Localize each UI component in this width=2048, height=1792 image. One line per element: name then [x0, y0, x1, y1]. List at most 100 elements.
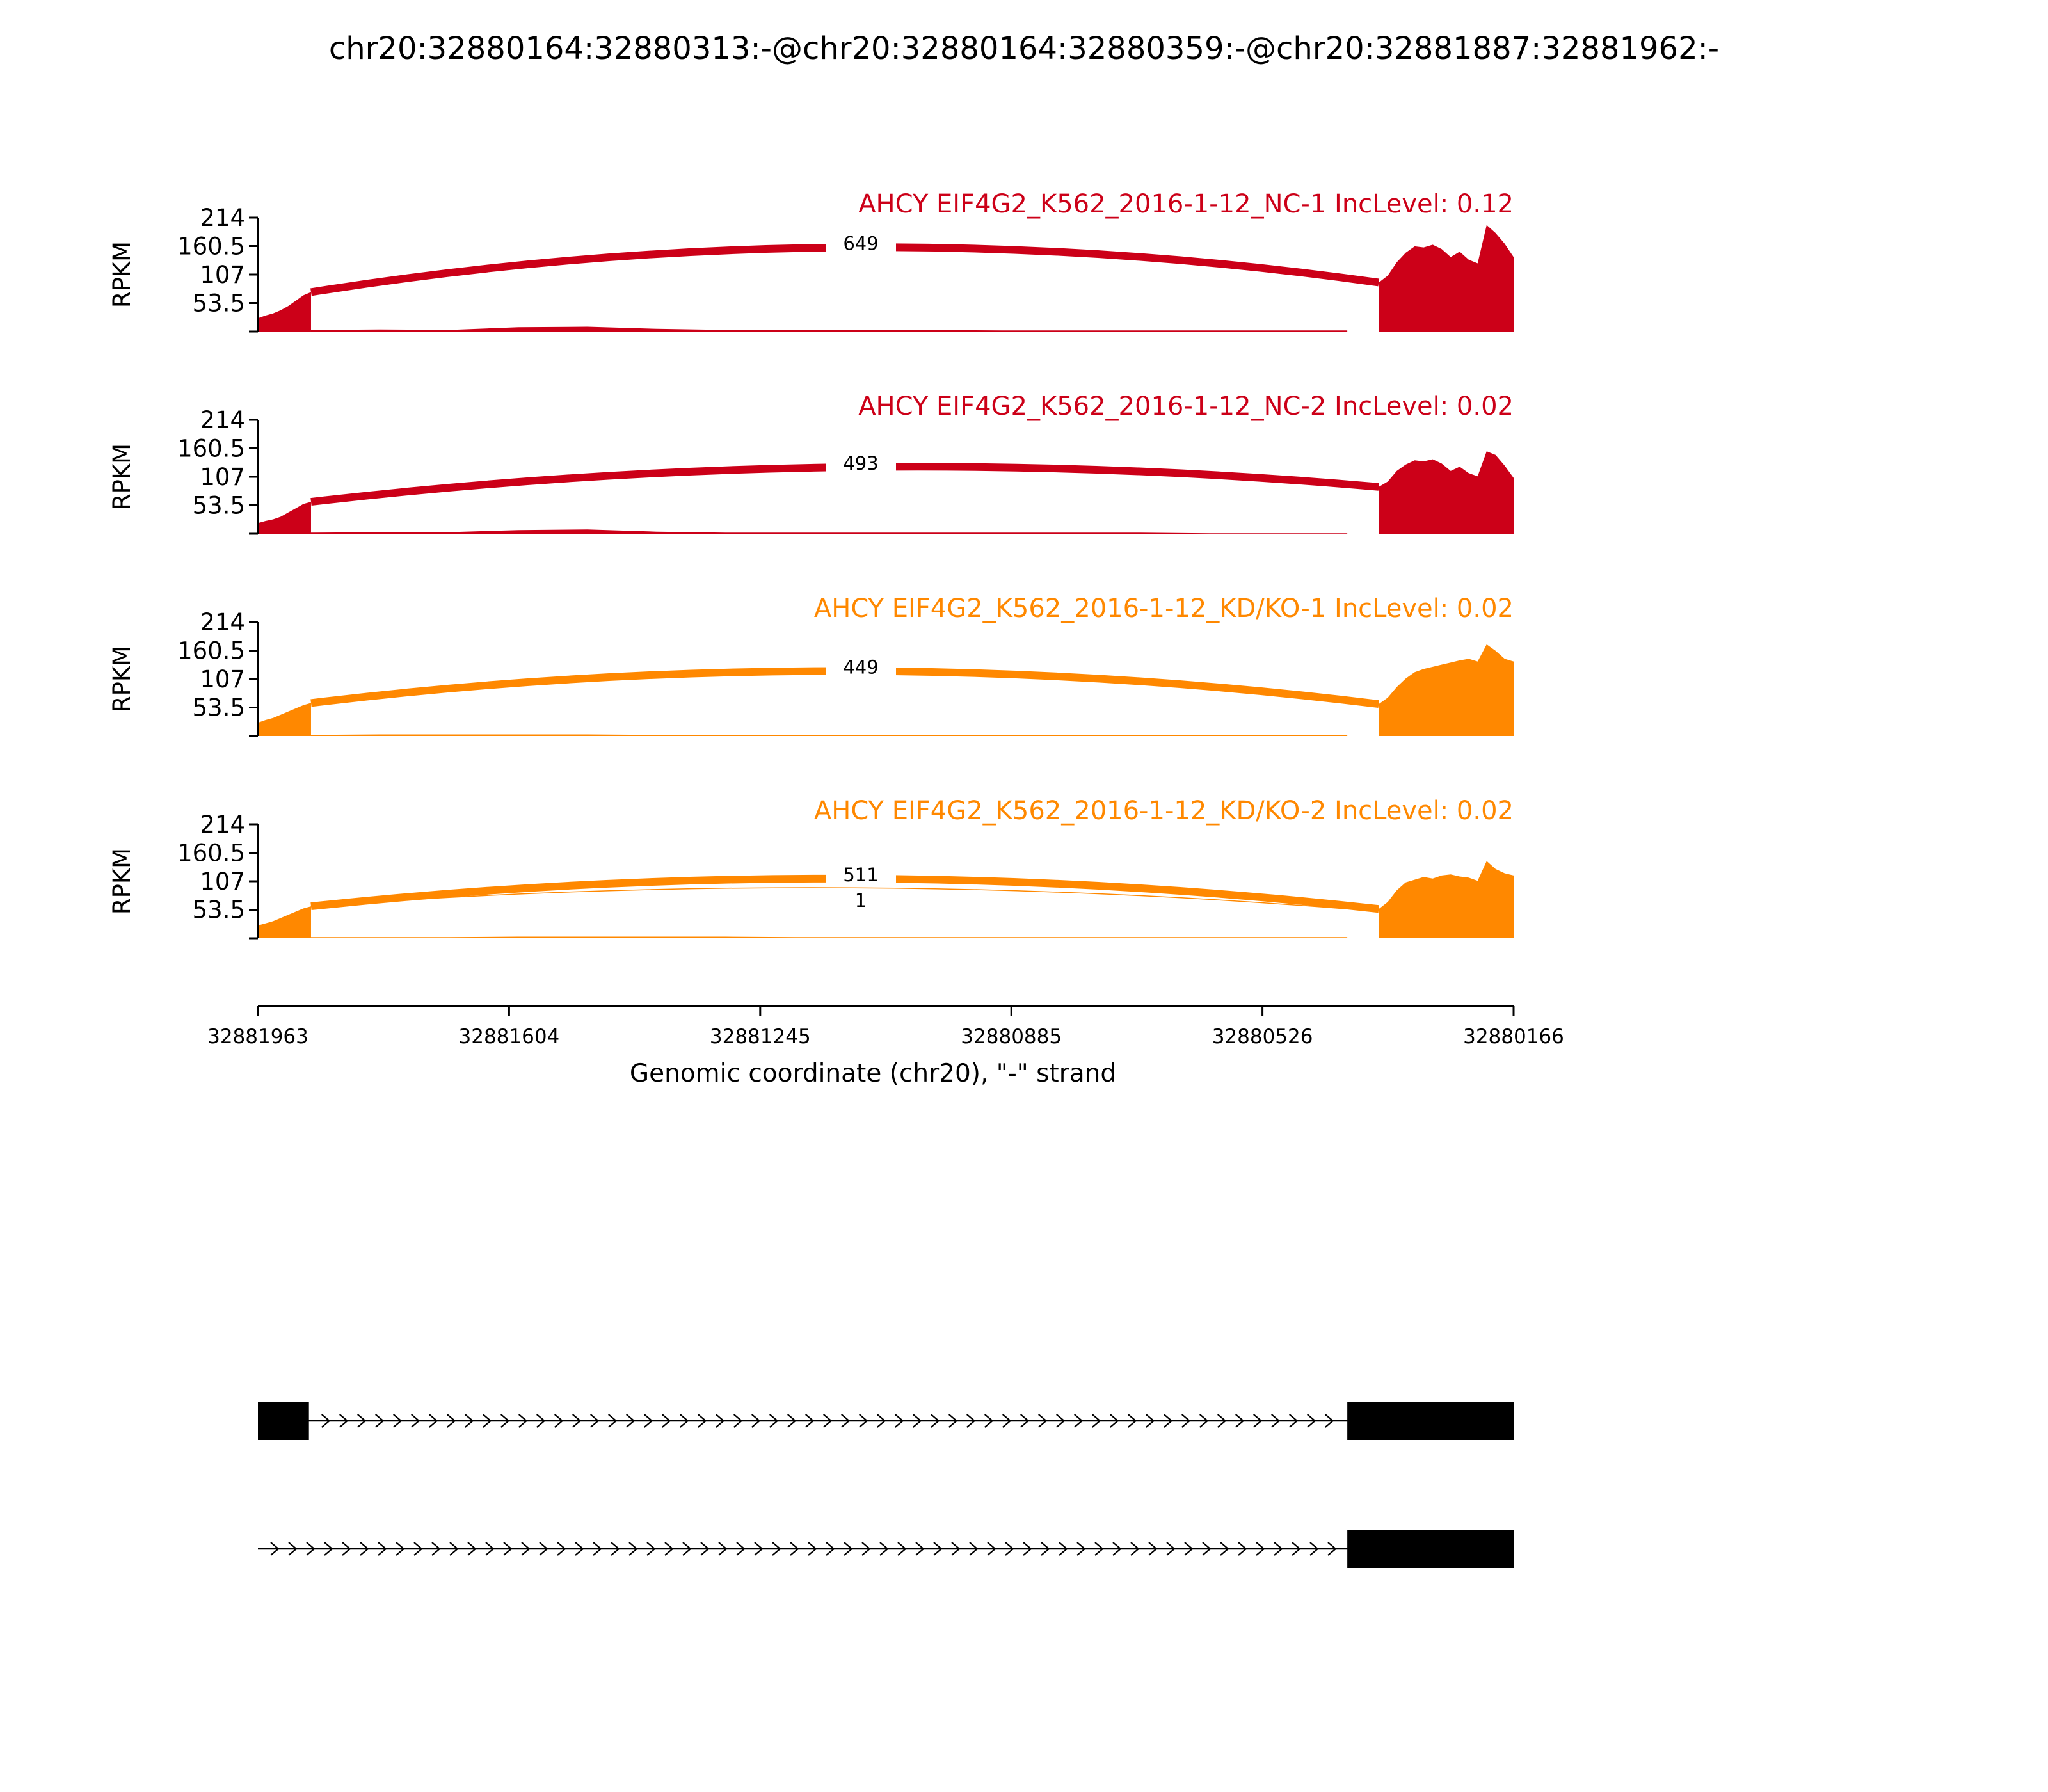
panel-title: AHCY EIF4G2_K562_2016-1-12_KD/KO-2 IncLe… — [814, 796, 1514, 826]
junction-count-label: 649 — [843, 233, 878, 255]
y-tick-label: 107 — [200, 666, 245, 693]
y-tick-label: 214 — [200, 406, 245, 434]
strand-chevron — [897, 1542, 907, 1556]
strand-chevron — [948, 1414, 958, 1428]
strand-chevron — [539, 1542, 548, 1556]
strand-chevron — [413, 1542, 423, 1556]
y-tick-label: 160.5 — [177, 233, 245, 260]
exon1-coverage — [258, 906, 311, 938]
junction-count-label: 511 — [843, 864, 878, 886]
strand-chevron — [646, 1542, 656, 1556]
y-tick-label: 214 — [200, 609, 245, 636]
strand-chevron — [822, 1414, 833, 1428]
strand-chevron — [969, 1542, 979, 1556]
strand-chevron — [664, 1542, 674, 1556]
strand-chevron — [1252, 1414, 1263, 1428]
x-tick-label: 32880526 — [1212, 1025, 1313, 1048]
y-axis-label: RPKM — [108, 241, 136, 308]
y-tick-label: 53.5 — [193, 897, 245, 924]
x-tick-label: 32880885 — [961, 1025, 1062, 1048]
strand-chevron — [1109, 1414, 1119, 1428]
strand-chevron — [1292, 1542, 1301, 1556]
junction-label-bg — [826, 892, 896, 913]
strand-chevron — [503, 1542, 513, 1556]
strand-chevron — [1274, 1542, 1283, 1556]
strand-chevron — [772, 1542, 781, 1556]
y-axis-label: RPKM — [108, 646, 136, 712]
y-axis-label: RPKM — [108, 848, 136, 915]
panel-title: AHCY EIF4G2_K562_2016-1-12_NC-2 IncLevel… — [858, 392, 1514, 421]
strand-chevron — [575, 1542, 584, 1556]
strand-chevron — [1181, 1414, 1191, 1428]
strand-chevron — [572, 1414, 582, 1428]
exon2-coverage — [1379, 225, 1514, 332]
intron-coverage — [310, 326, 1348, 332]
strand-chevron — [1324, 1414, 1334, 1428]
intron-coverage — [310, 734, 1348, 736]
strand-chevron — [769, 1414, 779, 1428]
intron-coverage — [310, 936, 1348, 938]
strand-chevron — [485, 1542, 495, 1556]
y-tick-label: 53.5 — [193, 290, 245, 317]
strand-chevron — [554, 1414, 564, 1428]
strand-chevron — [697, 1414, 707, 1428]
strand-chevron — [933, 1542, 943, 1556]
strand-chevron — [392, 1414, 403, 1428]
strand-chevron — [915, 1542, 925, 1556]
exon2-coverage — [1379, 861, 1514, 938]
strand-chevron — [1256, 1542, 1265, 1556]
junction-label-bg — [826, 236, 896, 257]
y-tick-label: 160.5 — [177, 637, 245, 665]
strand-chevron — [500, 1414, 510, 1428]
strand-chevron — [396, 1542, 405, 1556]
strand-chevron — [464, 1414, 474, 1428]
strand-chevron — [1023, 1542, 1032, 1556]
strand-chevron — [804, 1414, 815, 1428]
strand-chevron — [643, 1414, 653, 1428]
strand-chevron — [718, 1542, 728, 1556]
strand-chevron — [557, 1542, 566, 1556]
junction-label-bg — [826, 867, 896, 888]
strand-chevron — [607, 1414, 618, 1428]
strand-chevron — [374, 1414, 385, 1428]
y-tick-label: 107 — [200, 868, 245, 895]
strand-chevron — [1220, 1542, 1229, 1556]
strand-chevron — [270, 1542, 280, 1556]
strand-chevron — [1073, 1414, 1084, 1428]
y-tick-label: 107 — [200, 463, 245, 491]
strand-chevron — [1327, 1542, 1337, 1556]
strand-chevron — [966, 1414, 976, 1428]
strand-chevron — [1091, 1414, 1101, 1428]
strand-chevron — [826, 1542, 835, 1556]
strand-chevron — [342, 1542, 351, 1556]
y-tick-label: 107 — [200, 261, 245, 289]
strand-chevron — [356, 1414, 367, 1428]
strand-chevron — [1199, 1414, 1209, 1428]
strand-chevron — [715, 1414, 725, 1428]
strand-chevron — [518, 1414, 528, 1428]
chart-title: chr20:32880164:32880313:-@chr20:32880164… — [329, 31, 1719, 67]
strand-chevron — [1306, 1414, 1316, 1428]
strand-chevron — [536, 1414, 546, 1428]
transcript-model — [258, 1402, 1514, 1440]
exon1-coverage — [258, 703, 311, 736]
y-tick-label: 53.5 — [193, 492, 245, 520]
strand-chevron — [324, 1542, 333, 1556]
strand-chevron — [736, 1542, 746, 1556]
strand-chevron — [1184, 1542, 1194, 1556]
y-tick-label: 214 — [200, 204, 245, 232]
strand-chevron — [378, 1542, 387, 1556]
panel-title: AHCY EIF4G2_K562_2016-1-12_KD/KO-1 IncLe… — [814, 594, 1514, 623]
strand-chevron — [1235, 1414, 1245, 1428]
strand-chevron — [428, 1414, 438, 1428]
strand-chevron — [661, 1414, 671, 1428]
strand-chevron — [858, 1414, 868, 1428]
strand-chevron — [876, 1414, 886, 1428]
strand-chevron — [1238, 1542, 1247, 1556]
x-tick-label: 32880166 — [1463, 1025, 1564, 1048]
strand-chevron — [339, 1414, 349, 1428]
strand-chevron — [1202, 1542, 1212, 1556]
